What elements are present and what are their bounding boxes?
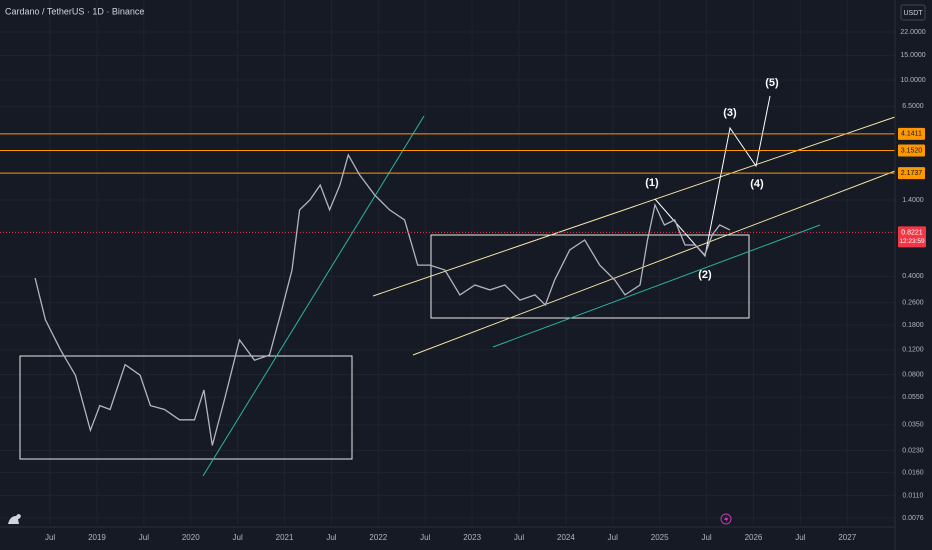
x-tick-label: 2024: [557, 533, 575, 542]
countdown: 12:23:59: [899, 238, 925, 245]
event-icon[interactable]: [720, 513, 732, 525]
x-tick-label: 2020: [182, 533, 200, 542]
y-tick-label: 0.1800: [902, 322, 924, 329]
drawings: [19, 95, 896, 477]
y-tick-label: 22.0000: [900, 29, 925, 36]
plot: [0, 133, 895, 446]
x-tick-label: 2023: [463, 533, 481, 542]
y-tick-label: 0.0550: [902, 394, 924, 401]
y-tick-label: 0.0230: [902, 447, 924, 454]
level-label-box: [898, 127, 925, 140]
x-tick-label: Jul: [233, 533, 243, 542]
wave-label: (2): [698, 269, 712, 281]
level-label-box: [898, 144, 925, 157]
chart-title: Cardano / TetherUS · 1D · Binance: [5, 6, 144, 16]
x-tick-label: Jul: [420, 533, 430, 542]
y-tick-label: 0.0076: [902, 515, 924, 522]
x-tick-label: Jul: [701, 533, 711, 542]
y-tick-label: 0.4000: [902, 273, 924, 280]
unit-label[interactable]: USDT: [903, 10, 923, 17]
y-tick-label: 0.2600: [902, 299, 924, 306]
y-tick-label: 6.5000: [902, 103, 924, 110]
range-box: [19, 355, 353, 460]
trend-line: [492, 224, 821, 348]
y-tick-label: 0.0350: [902, 422, 924, 429]
last-price-label: 0.8221: [901, 229, 923, 236]
level-label: 3.1520: [901, 147, 923, 154]
last-price-box: [898, 226, 926, 248]
wave-label: (3): [723, 107, 737, 119]
level-label: 4.1411: [901, 131, 922, 138]
x-tick-label: Jul: [608, 533, 618, 542]
channel-line: [412, 170, 896, 356]
channel-line: [372, 116, 896, 297]
y-tick-label: 0.1200: [902, 347, 924, 354]
x-tick-label: Jul: [45, 533, 55, 542]
x-tick-label: 2026: [745, 533, 763, 542]
level-label: 2.1737: [901, 170, 923, 177]
x-tick-label: 2019: [88, 533, 106, 542]
y-tick-label: 10.0000: [900, 77, 925, 84]
level-label-box: [898, 167, 925, 180]
x-tick-label: Jul: [514, 533, 524, 542]
logo: [8, 514, 21, 524]
y-tick-label: 0.0160: [902, 469, 924, 476]
x-tick-label: 2027: [838, 533, 856, 542]
wave-label: (4): [750, 178, 764, 190]
y-tick-label: 1.4000: [902, 197, 924, 204]
grid: [0, 0, 895, 525]
trend-line: [202, 115, 425, 477]
y-tick-label: 0.0110: [903, 492, 924, 499]
x-tick-label: 2021: [276, 533, 294, 542]
wave-path: [654, 95, 771, 258]
x-tick-label: Jul: [139, 533, 149, 542]
y-tick-label: 0.0800: [902, 371, 924, 378]
x-tick-label: 2022: [369, 533, 387, 542]
wave-label: (5): [765, 77, 779, 89]
x-tick-label: Jul: [795, 533, 805, 542]
wave-label: (1): [645, 177, 659, 189]
price-line: [34, 153, 731, 446]
x-tick-label: Jul: [326, 533, 336, 542]
y-tick-label: 15.0000: [900, 52, 925, 59]
x-tick-label: 2025: [651, 533, 669, 542]
unit-box[interactable]: [900, 4, 926, 21]
